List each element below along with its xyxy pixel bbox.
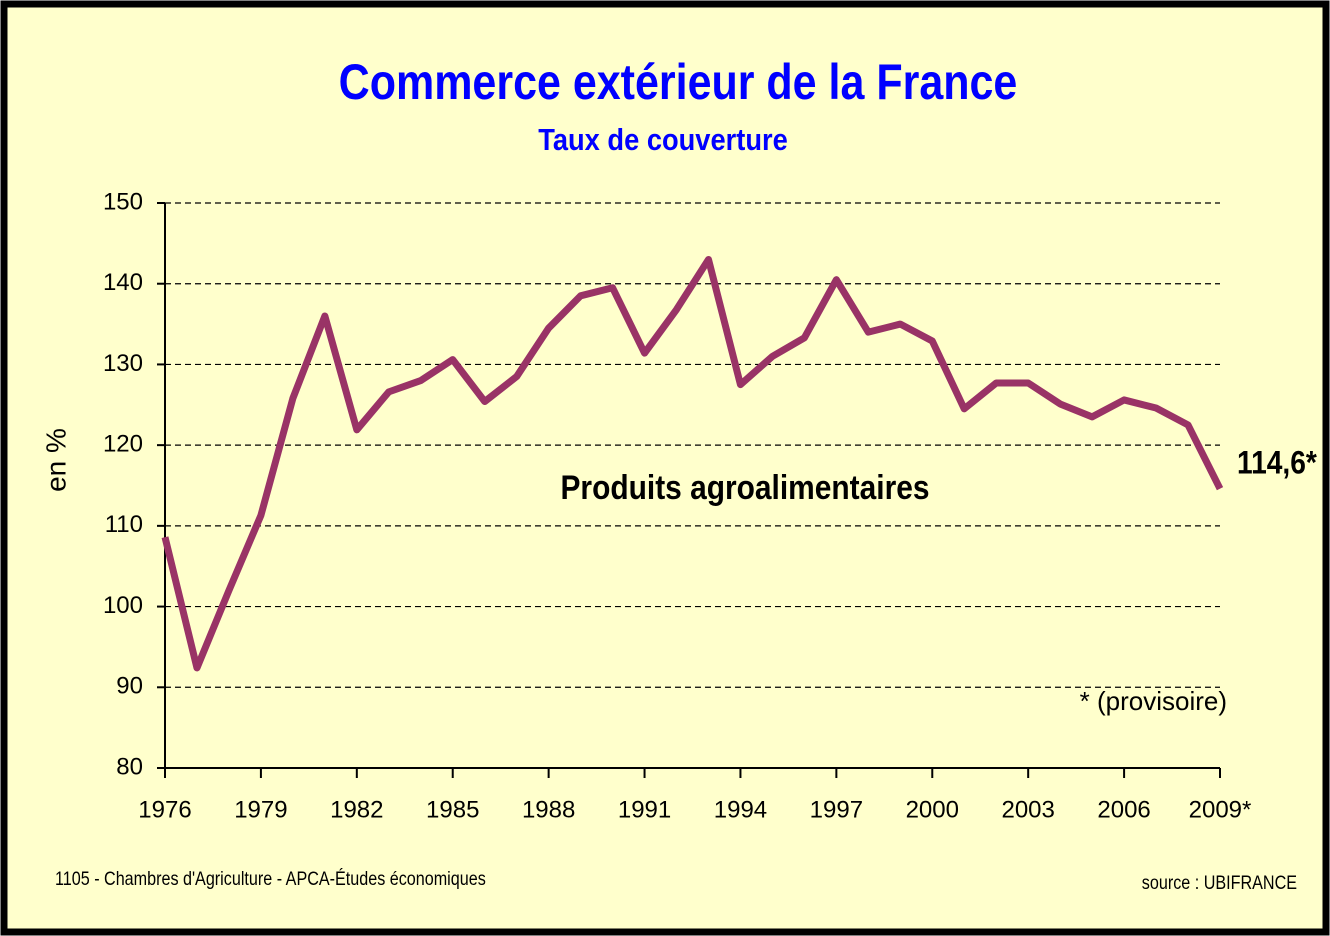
chart-subtitle: Taux de couverture — [538, 124, 788, 158]
end-label: 114,6* — [1237, 446, 1317, 481]
note: * (provisoire) — [1080, 686, 1227, 716]
footer-right: source : UBIFRANCE — [1142, 872, 1297, 894]
x-tick-label: 1982 — [330, 796, 383, 823]
footer-left: 1105 - Chambres d'Agriculture - APCA-Étu… — [55, 868, 486, 890]
x-tick-label: 1985 — [426, 796, 479, 823]
x-tick-label: 1979 — [234, 796, 287, 823]
y-axis-label: en % — [40, 428, 71, 492]
x-tick-label: 1976 — [138, 796, 191, 823]
x-tick-label: 2000 — [906, 796, 959, 823]
y-tick-label: 140 — [103, 269, 143, 296]
x-tick-label: 2003 — [1001, 796, 1054, 823]
x-tick-label: 1991 — [618, 796, 671, 823]
x-tick-label: 1997 — [810, 796, 863, 823]
y-tick-label: 100 — [103, 592, 143, 619]
x-tick-label: 1994 — [714, 796, 767, 823]
y-tick-label: 130 — [103, 350, 143, 377]
series-label: Produits agroalimentaires — [560, 468, 929, 506]
data-line — [161, 256, 1224, 672]
y-tick-label: 80 — [116, 753, 143, 780]
chart-title: Commerce extérieur de la France — [339, 54, 1018, 110]
y-tick-label: 120 — [103, 430, 143, 457]
x-tick-label: 2006 — [1097, 796, 1150, 823]
x-tick-label: 2009* — [1189, 796, 1252, 823]
x-tick-label: 1988 — [522, 796, 575, 823]
y-tick-label: 90 — [116, 673, 143, 700]
y-tick-label: 150 — [103, 188, 143, 215]
y-tick-label: 110 — [105, 511, 143, 538]
